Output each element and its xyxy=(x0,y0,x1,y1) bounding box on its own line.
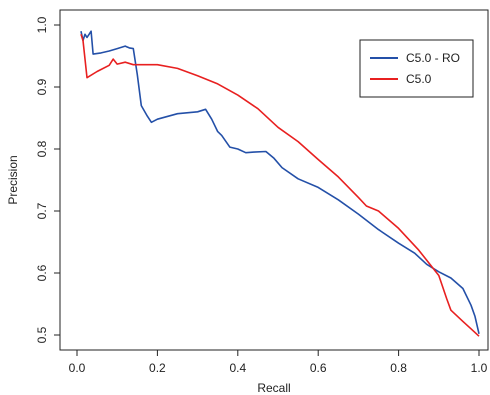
y-tick-label: 0.6 xyxy=(35,264,49,281)
y-tick-label: 1.0 xyxy=(35,16,49,33)
legend: C5.0 - RO C5.0 xyxy=(359,39,474,98)
x-axis: 0.0 0.2 0.4 0.6 0.8 1.0 xyxy=(69,349,488,375)
y-axis: 0.5 0.6 0.7 0.8 0.9 1.0 xyxy=(35,16,61,343)
series-line-c50 xyxy=(80,34,480,337)
y-axis-label: Precision xyxy=(6,155,20,204)
y-tick-label: 0.8 xyxy=(35,140,49,157)
x-tick-label: 0.4 xyxy=(229,361,246,375)
series-layer xyxy=(80,30,480,337)
x-tick-label: 0.6 xyxy=(310,361,327,375)
legend-box xyxy=(359,39,474,98)
y-tick-label: 0.5 xyxy=(35,326,49,343)
x-tick-label: 1.0 xyxy=(471,361,488,375)
y-tick-label: 0.9 xyxy=(35,78,49,95)
legend-label-ro: C5.0 - RO xyxy=(406,51,460,65)
legend-label-c50: C5.0 xyxy=(406,72,432,86)
x-axis-label: Recall xyxy=(257,381,290,395)
series-line-c50-ro xyxy=(80,30,480,334)
x-tick-label: 0.2 xyxy=(149,361,166,375)
x-tick-label: 0.8 xyxy=(390,361,407,375)
x-tick-label: 0.0 xyxy=(69,361,86,375)
y-tick-label: 0.7 xyxy=(35,202,49,219)
